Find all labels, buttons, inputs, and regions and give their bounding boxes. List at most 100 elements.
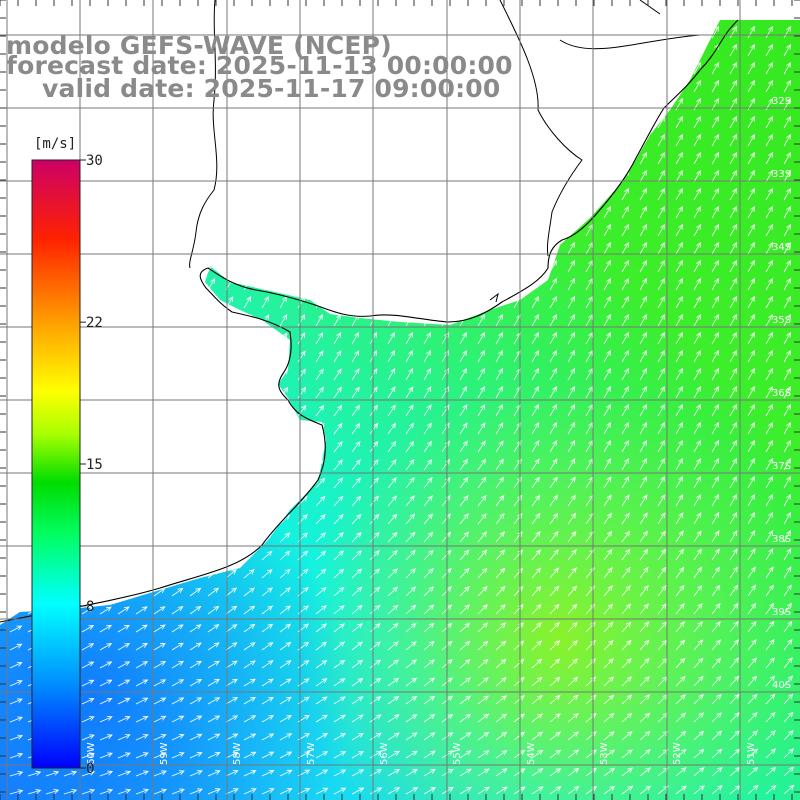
wind-arrow [459,531,470,543]
wind-arrow [657,566,667,579]
wind-arrow [135,770,149,777]
wind-arrow [387,732,400,741]
wind-arrow [477,331,485,345]
wind-arrow [711,367,719,381]
wind-arrow [333,678,346,687]
wind-arrow [423,732,436,741]
wind-arrow [765,620,775,633]
wind-arrow [117,788,132,795]
wind-arrow [711,457,719,471]
wind-arrow [657,621,667,633]
wind-arrow [747,493,755,507]
wind-arrow [639,151,647,165]
wind-arrow [369,386,378,399]
wind-arrow [81,606,94,615]
wind-arrow [693,349,701,363]
wind-arrow [747,259,755,273]
wind-arrow [657,241,665,255]
wind-arrow [729,205,737,219]
wind-arrow [531,567,542,579]
wind-arrow [261,642,274,651]
wind-arrow [621,694,633,705]
wind-arrow [459,440,468,453]
wind-arrow [783,475,791,489]
wind-arrow [261,550,273,561]
wind-arrow [765,639,775,651]
wind-arrow [189,770,203,777]
wind-arrow [747,205,755,219]
wind-arrow [477,476,487,489]
wind-arrow [729,475,737,489]
wind-arrow [585,640,596,651]
wind-arrow [351,696,364,705]
wind-arrow [639,205,647,219]
wind-arrow [477,585,488,597]
wind-arrow [225,605,238,615]
wind-arrow [765,79,773,93]
wind-arrow [315,696,328,705]
wind-arrow [621,749,633,759]
wind-arrow [711,295,719,309]
wind-arrow [729,259,737,273]
wind-arrow [117,716,131,723]
wind-arrow [351,386,360,399]
wind-arrow [117,643,131,651]
wind-arrow [369,677,382,687]
wind-arrow [369,623,381,633]
wind-arrow [63,789,78,795]
wind-arrow [261,715,275,723]
wind-arrow [621,712,633,723]
wind-arrow [711,79,719,93]
wind-arrow [765,548,774,561]
wind-arrow [567,512,577,525]
wind-arrow [567,786,580,795]
wind-arrow [675,767,687,777]
wind-arrow [675,151,683,165]
wind-arrow [63,770,78,777]
wind-arrow [765,133,773,147]
wind-arrow [513,731,526,741]
wind-arrow [639,223,647,237]
wind-arrow [369,568,381,579]
wind-arrow [459,732,472,741]
wind-arrow [765,493,773,507]
wind-arrow [693,403,701,417]
wind-arrow [783,584,792,597]
wind-arrow [387,568,398,579]
wind-arrow [531,512,541,525]
wind-arrow [459,768,472,777]
wind-arrow [603,621,614,633]
wind-arrow [675,313,683,327]
wind-arrow [675,295,683,309]
wind-arrow [387,641,399,651]
wind-arrow [315,586,327,597]
wind-arrow [441,549,452,561]
wind-arrow [333,787,347,795]
wind-arrow [567,259,575,273]
wind-arrow [279,733,293,741]
wind-arrow [711,277,719,291]
wind-arrow [621,621,632,633]
border-lines [189,0,701,269]
colorbar-unit: [m/s] [34,136,76,152]
wind-arrow [531,585,542,597]
wind-arrow [675,694,686,705]
wind-arrow [765,169,773,183]
wind-arrow [765,475,773,489]
wind-arrow [513,549,524,561]
wind-arrow [351,659,364,669]
wind-arrow [495,713,508,723]
wind-arrow [333,513,344,525]
wind-arrow [495,731,508,741]
wind-arrow [423,568,434,579]
wind-arrow [459,476,469,489]
wind-arrow [783,277,791,291]
wind-arrow [765,584,774,597]
wind-arrow [549,585,560,597]
wind-arrow [315,568,327,579]
wind-arrow [369,477,379,489]
wind-arrow [549,676,561,687]
wind-arrow [333,714,346,723]
wind-arrow [279,587,291,597]
wind-arrow [747,313,755,327]
